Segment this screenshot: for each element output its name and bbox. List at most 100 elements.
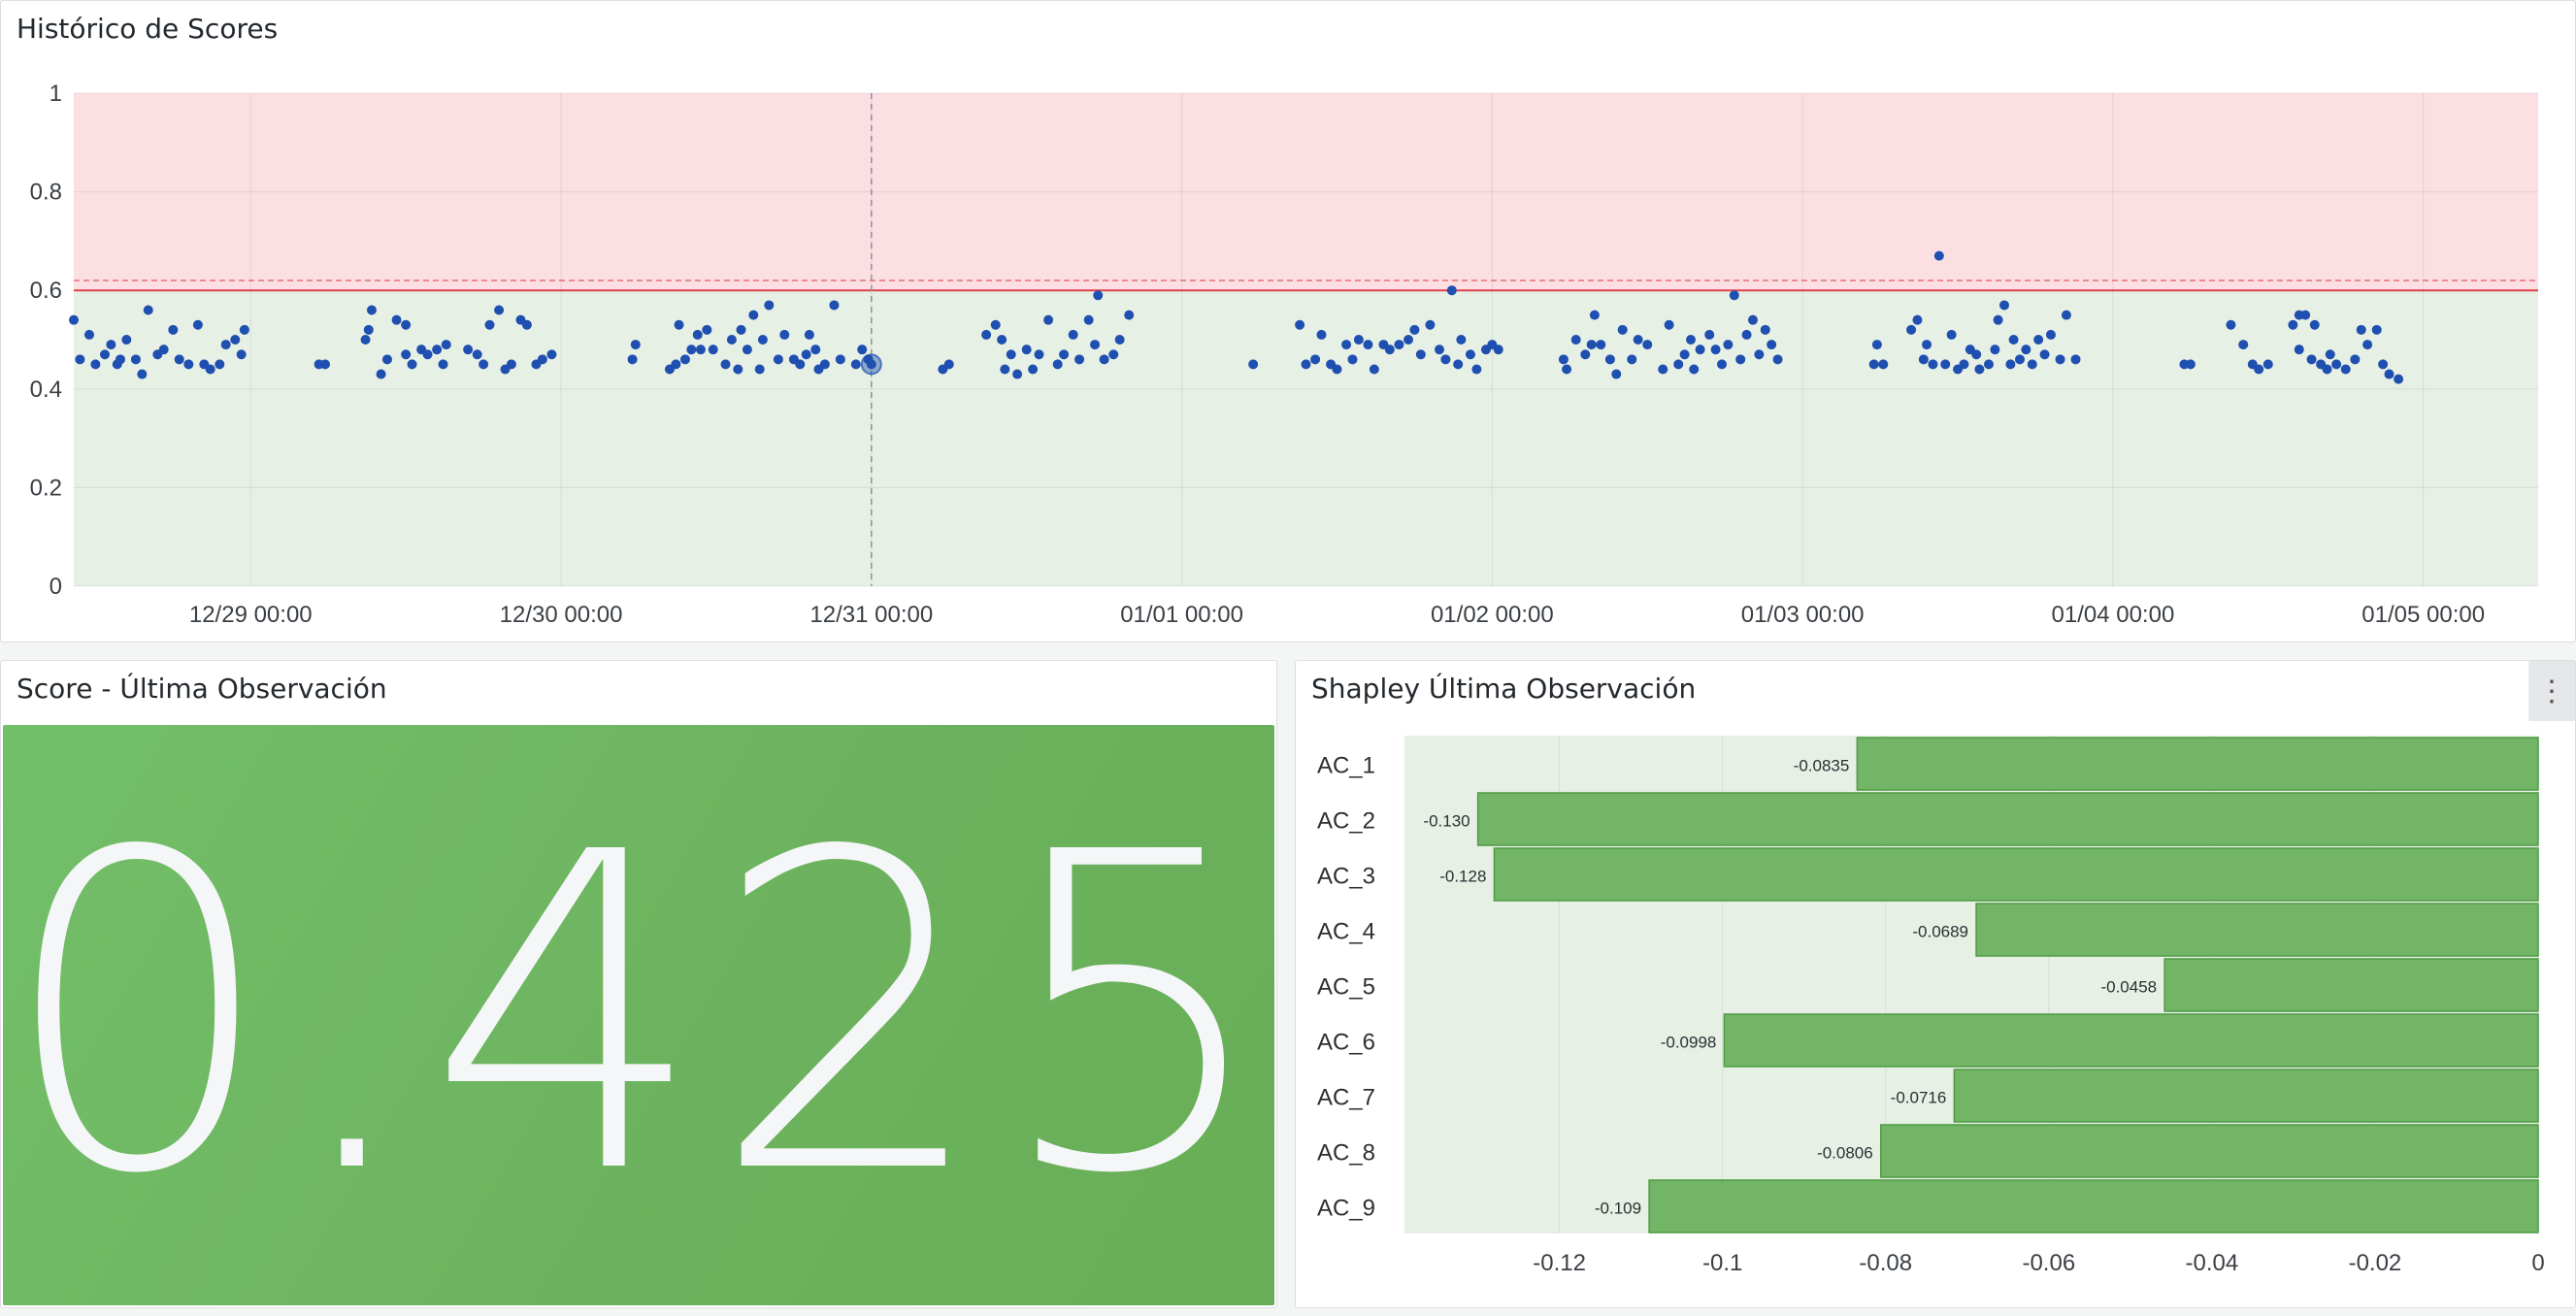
- history-panel-title: Histórico de Scores: [17, 13, 279, 45]
- score-point: [754, 364, 765, 375]
- score-point: [1580, 349, 1591, 360]
- score-point: [83, 329, 94, 340]
- bar-value-label: -0.0835: [1794, 757, 1850, 775]
- score-point: [850, 359, 861, 370]
- score-point: [2371, 324, 2382, 335]
- score-point: [742, 345, 752, 355]
- category-label: AC_5: [1317, 974, 1375, 1001]
- bar-value-label: -0.0716: [1891, 1089, 1947, 1107]
- score-point: [2021, 345, 2031, 355]
- score-point: [1664, 319, 1674, 330]
- score-point: [1912, 314, 1923, 325]
- bar-value-label: -0.130: [1423, 812, 1470, 831]
- score-point: [2039, 349, 2050, 360]
- score-point: [726, 335, 737, 345]
- score-point: [795, 359, 806, 370]
- score-point: [1767, 340, 1777, 350]
- category-label: AC_7: [1317, 1085, 1375, 1111]
- score-point: [990, 319, 1001, 330]
- score-point: [1384, 345, 1395, 355]
- score-point: [1446, 285, 1457, 296]
- score-point: [168, 324, 179, 335]
- score-point: [158, 345, 169, 355]
- x-tick-label: -0.1: [1702, 1250, 1742, 1276]
- score-point: [1704, 329, 1715, 340]
- shapley-bar-chart[interactable]: -0.12 -0.1 -0.08 -0.06 -0.04 -0.02 0 -0.0835 AC_…: [1296, 719, 2575, 1307]
- score-point: [2306, 354, 2317, 365]
- score-point: [1099, 354, 1109, 365]
- score-point: [1558, 354, 1569, 365]
- x-tick-label: 12/31 00:00: [809, 602, 933, 628]
- score-point: [1301, 359, 1311, 370]
- score-point: [1453, 359, 1464, 370]
- score-point: [2185, 359, 2196, 370]
- y-tick-label: 0.8: [30, 180, 62, 206]
- score-point: [1000, 364, 1010, 375]
- score-point: [205, 364, 215, 375]
- score-point: [810, 345, 821, 355]
- score-point: [1465, 349, 1475, 360]
- category-label: AC_3: [1317, 864, 1375, 890]
- score-point: [1394, 340, 1404, 350]
- score-point: [1363, 340, 1373, 350]
- x-tick-label: 12/30 00:00: [500, 602, 623, 628]
- score-point: [494, 305, 505, 315]
- score-point: [1316, 329, 1327, 340]
- score-stat-value: 0.425: [0, 761, 1279, 1269]
- y-tick-label: 0.2: [30, 475, 62, 501]
- score-point: [1906, 324, 1917, 335]
- y-tick-label: 0.4: [30, 377, 62, 403]
- score-point: [438, 359, 448, 370]
- score-point: [2005, 359, 2016, 370]
- score-point: [422, 349, 433, 360]
- score-point: [2045, 329, 2056, 340]
- score-point: [1611, 369, 1622, 379]
- score-point: [1083, 314, 1094, 325]
- score-point: [2378, 359, 2389, 370]
- score-point: [764, 300, 775, 311]
- score-point: [537, 354, 547, 365]
- more-vertical-icon[interactable]: ⋮: [2528, 661, 2575, 721]
- score-point: [819, 359, 830, 370]
- score-point: [236, 349, 247, 360]
- score-point: [1971, 349, 1982, 360]
- score-point: [866, 359, 876, 370]
- shapley-bar: [1953, 1069, 2539, 1123]
- score-point: [671, 359, 681, 370]
- score-point: [1627, 354, 1637, 365]
- score-point: [130, 354, 141, 365]
- score-point: [363, 324, 374, 335]
- score-point: [1633, 335, 1643, 345]
- score-point: [1034, 349, 1044, 360]
- score-point: [1747, 314, 1758, 325]
- score-point: [2027, 359, 2037, 370]
- score-point: [1679, 349, 1690, 360]
- score-point: [695, 345, 706, 355]
- score-point: [115, 354, 125, 365]
- score-point: [1940, 359, 1951, 370]
- score-point: [773, 354, 783, 365]
- score-stat-box: 0.425: [0, 725, 1279, 1305]
- score-point: [1586, 340, 1597, 350]
- score-point: [757, 335, 768, 345]
- score-point: [1059, 349, 1070, 360]
- category-label: AC_9: [1317, 1196, 1375, 1222]
- score-point: [1918, 354, 1929, 365]
- score-point: [1984, 359, 1995, 370]
- score-point: [432, 345, 443, 355]
- category-label: AC_1: [1317, 753, 1375, 779]
- score-point: [2384, 369, 2394, 379]
- score-point: [441, 340, 451, 350]
- score-point: [1295, 319, 1305, 330]
- score-point: [1686, 335, 1697, 345]
- score-point: [2070, 354, 2081, 365]
- score-point: [1028, 364, 1039, 375]
- score-point: [981, 329, 992, 340]
- x-tick-label: -0.04: [2186, 1250, 2239, 1276]
- history-scatter-chart[interactable]: 0 0.2 0.4 0.6 0.8 1 12/29 00:00 12/30 00:00 12/3…: [1, 59, 2575, 642]
- category-label: AC_2: [1317, 808, 1375, 835]
- score-point: [1409, 324, 1420, 335]
- score-point: [779, 329, 790, 340]
- category-label: AC_4: [1317, 919, 1375, 945]
- score-point: [1006, 349, 1016, 360]
